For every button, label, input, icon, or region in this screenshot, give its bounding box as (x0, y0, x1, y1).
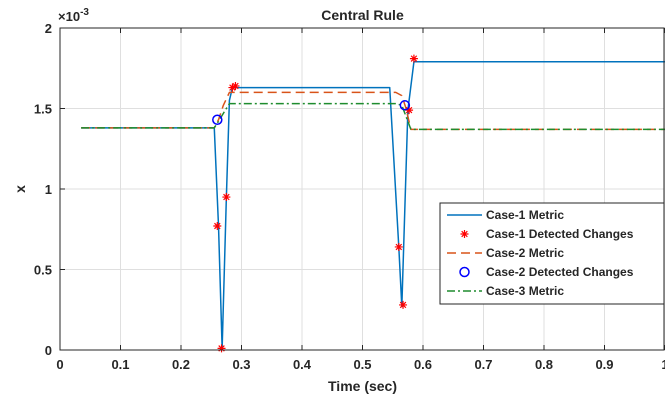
x-tick-label: 0.5 (353, 357, 371, 372)
x-tick-label: 0.1 (111, 357, 129, 372)
axis-ticks: 0 0.1 0.2 0.3 0.4 0.5 0.6 0.7 0.8 0.9 1 0 0.5 1 1.5 2 (34, 21, 665, 372)
x-tick-label: 0.3 (232, 357, 250, 372)
chart-title: Central Rule (321, 7, 404, 23)
y-axis-exponent-base: ×10 (58, 9, 80, 24)
x-tick-label: 0.6 (414, 357, 432, 372)
legend-swatch-case-1-detected-changes (460, 230, 469, 238)
x-tick-label: 0.8 (535, 357, 553, 372)
case-3-metric-line (81, 102, 665, 131)
legend: Case-1 Metric Case-1 Detected Changes Case… (439, 202, 665, 305)
x-tick-label: 0.2 (172, 357, 190, 372)
case-1-detected-changes-point (409, 54, 418, 63)
case-1-detected-changes-point (231, 81, 240, 90)
x-tick-label: 0.4 (293, 357, 312, 372)
y-tick-label: 1 (45, 182, 52, 197)
case-2-detected-changes-point (399, 100, 411, 111)
legend-swatch-case-2-detected-changes (459, 266, 470, 278)
case-1-detected-changes-point (222, 193, 231, 202)
y-tick-label: 2 (45, 21, 52, 36)
case-1-detected-changes-point (217, 344, 226, 353)
legend-label-case-2-detected-changes: Case-2 Detected Changes (486, 265, 634, 279)
x-tick-label: 0.7 (474, 357, 492, 372)
case-1-detected-changes-point (399, 300, 408, 309)
x-tick-label: 1 (661, 357, 665, 372)
case-1-detected-changes-point (228, 83, 237, 92)
legend-label-case-1-metric: Case-1 Metric (486, 208, 564, 222)
y-axis-exponent: ×10-3 (58, 7, 89, 24)
legend-label-case-3-metric: Case-3 Metric (486, 284, 564, 298)
plot-series (81, 54, 665, 353)
legend-label-case-2-metric: Case-2 Metric (486, 246, 564, 260)
case-1-detected-changes-point (405, 106, 414, 115)
y-tick-label: 0 (45, 343, 52, 358)
y-tick-label: 1.5 (34, 102, 52, 117)
legend-label-case-1-detected-changes: Case-1 Detected Changes (486, 227, 634, 241)
case-2-detected-changes-point (212, 114, 223, 126)
case-2-metric-line (81, 91, 665, 131)
x-tick-label: 0 (56, 357, 63, 372)
case-1-detected-changes-point (213, 222, 222, 231)
y-tick-label: 0.5 (34, 263, 52, 278)
x-axis-label: Time (sec) (328, 378, 397, 394)
y-axis-exponent-power: -3 (80, 7, 89, 18)
y-axis-label: x (12, 185, 28, 193)
case-1-detected-changes-point (394, 242, 403, 251)
x-tick-label: 0.9 (595, 357, 613, 372)
